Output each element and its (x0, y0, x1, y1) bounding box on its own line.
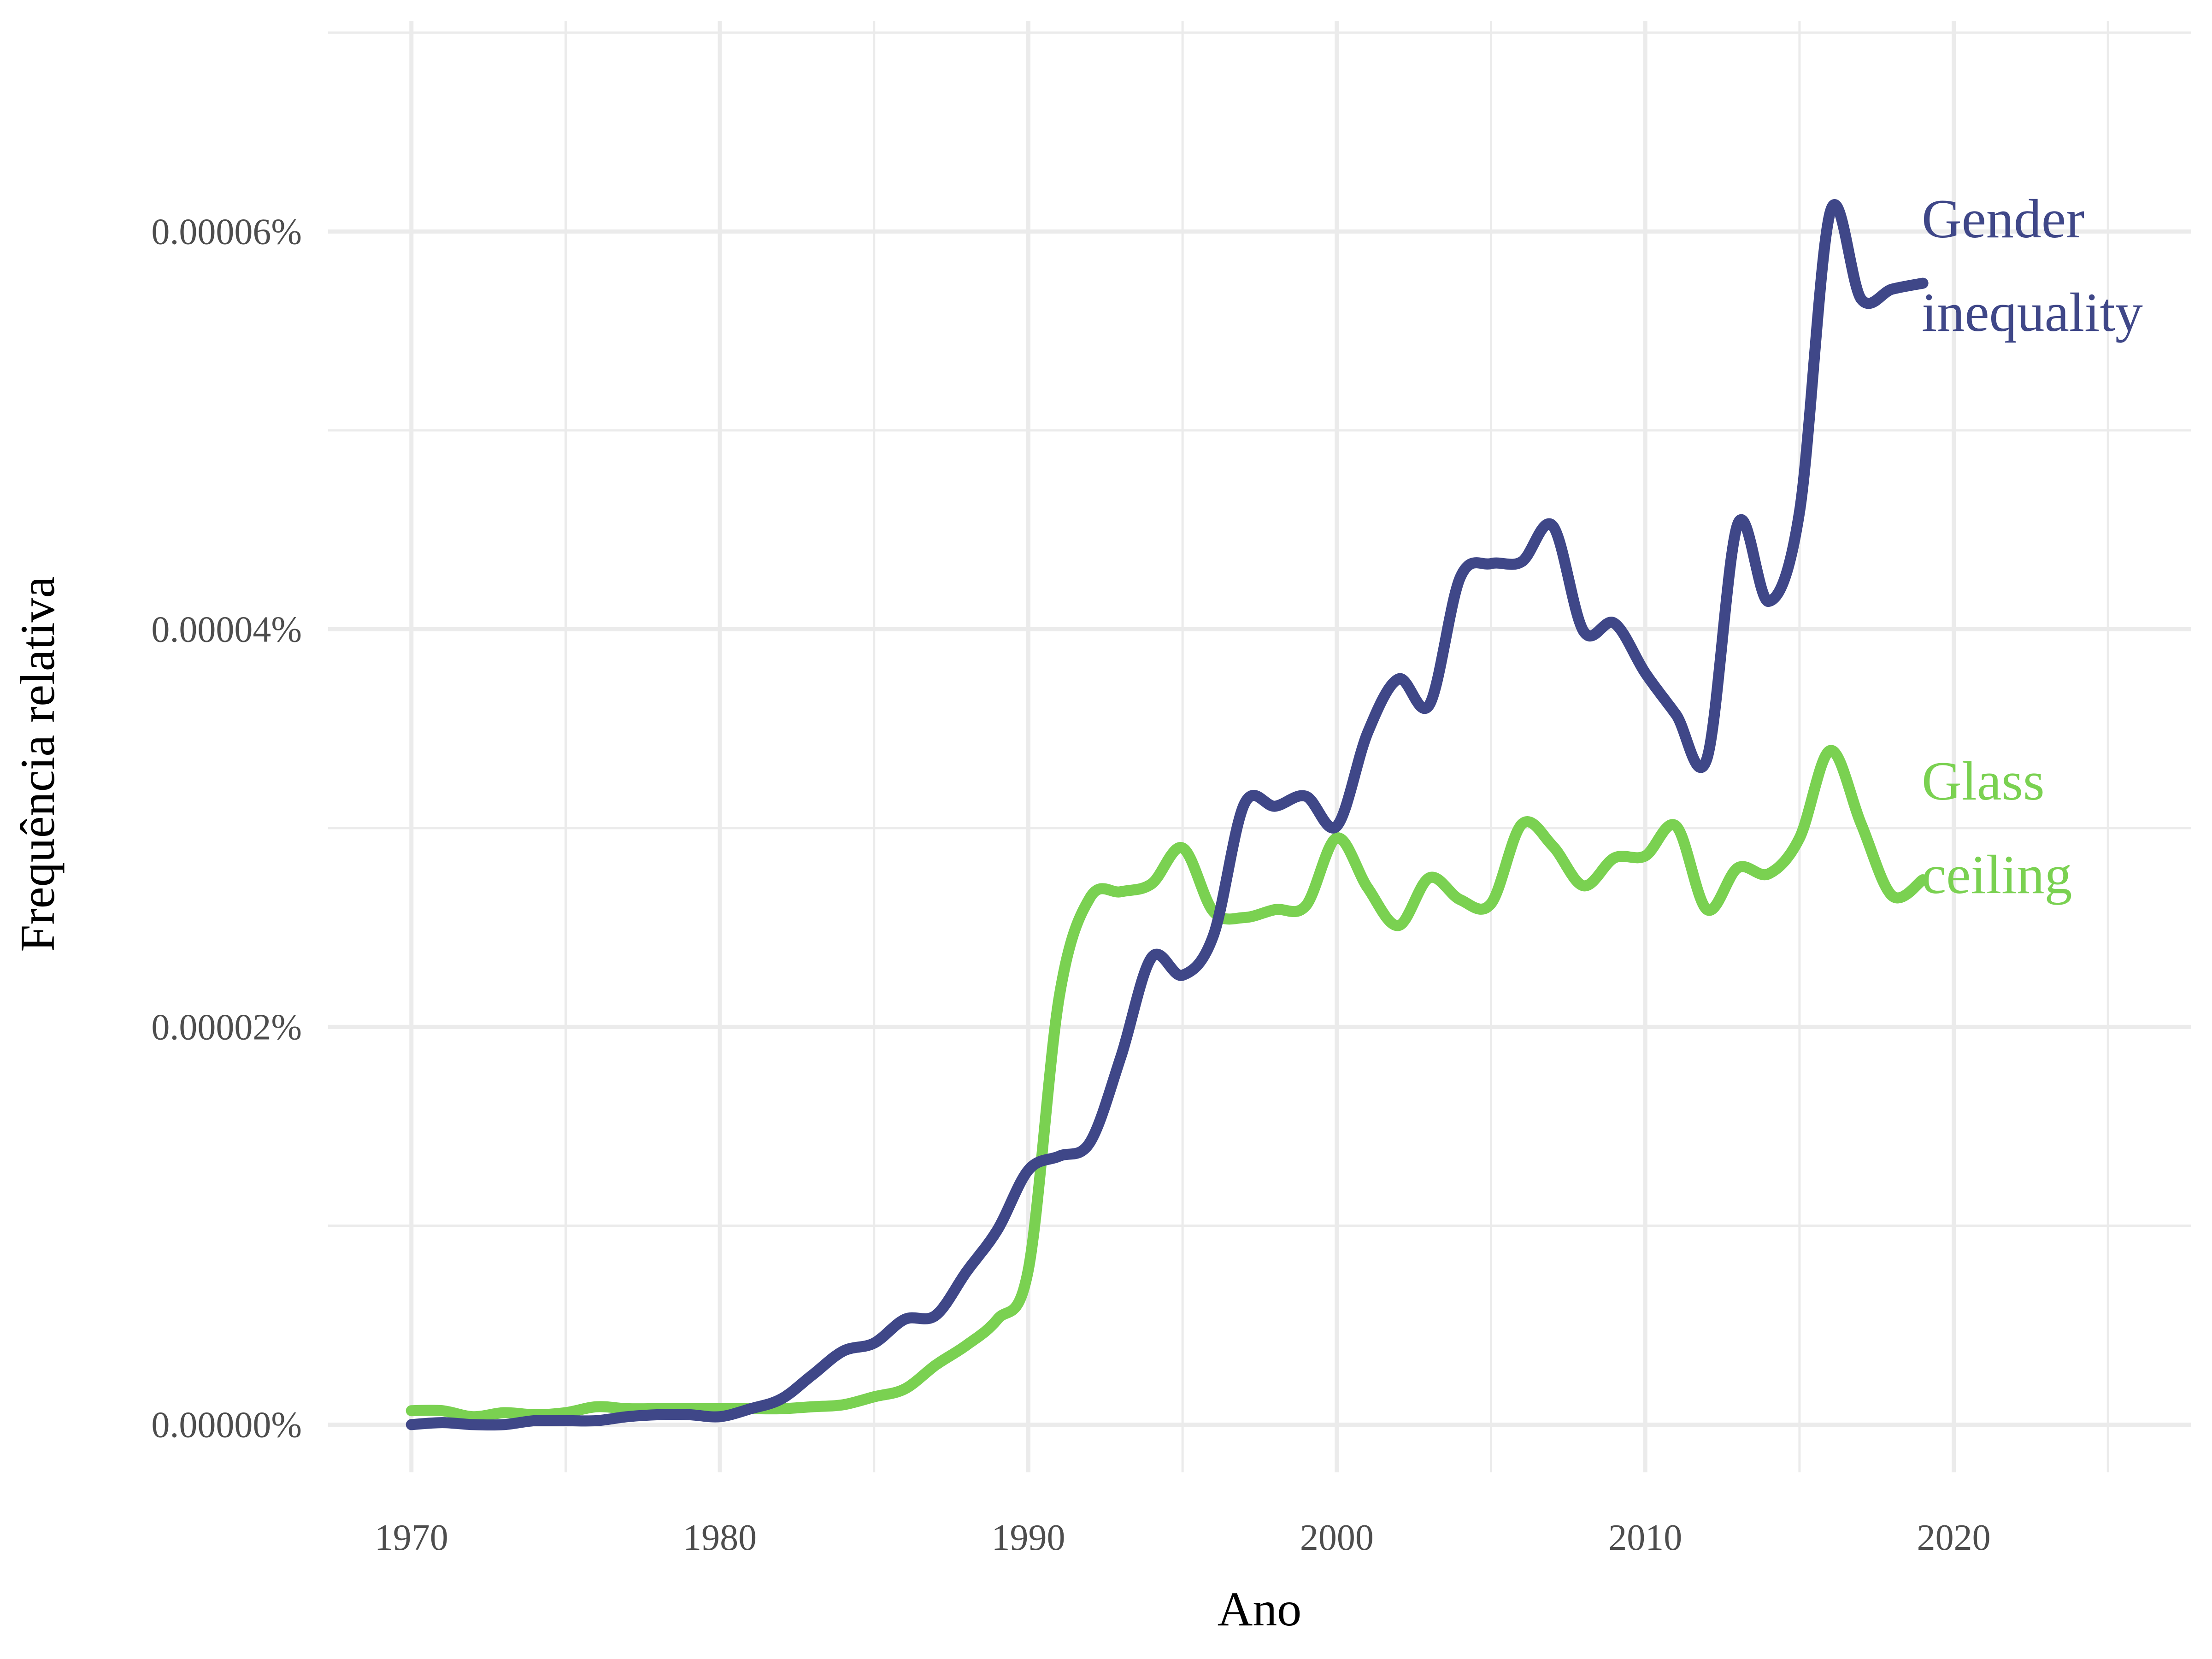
x-axis-title: Ano (1218, 1582, 1302, 1636)
x-tick-label: 1980 (683, 1518, 757, 1558)
glass-ceiling-label-line2: ceiling (1922, 844, 2072, 905)
y-tick-labels: 0.00000% 0.00002% 0.00004% 0.00006% (151, 212, 302, 1445)
y-tick-label: 0.00002% (151, 1007, 302, 1047)
y-tick-label: 0.00004% (151, 609, 302, 650)
series-labels: Gender inequality Glass ceiling (1922, 188, 2143, 905)
y-axis-title: Frequência relativa (11, 576, 65, 952)
x-tick-label: 2000 (1300, 1518, 1374, 1558)
gender-inequality-label-line2: inequality (1922, 282, 2143, 343)
glass-ceiling-line (406, 745, 1929, 1423)
major-y-gridlines (328, 229, 2191, 1427)
y-tick-label: 0.00000% (151, 1405, 302, 1445)
gender-inequality-label-line1: Gender (1922, 188, 2084, 249)
minor-x-gridlines (564, 21, 2109, 1472)
x-tick-label: 1990 (991, 1518, 1065, 1558)
x-tick-label: 2020 (1917, 1518, 1991, 1558)
x-tick-label: 2010 (1608, 1518, 1682, 1558)
x-tick-labels: 1970 1980 1990 2000 2010 2020 (375, 1518, 1991, 1558)
x-tick-label: 1970 (375, 1518, 448, 1558)
minor-y-gridlines (328, 31, 2191, 1227)
y-tick-label: 0.00006% (151, 212, 302, 252)
gender-inequality-line (406, 199, 1929, 1431)
major-x-gridlines (409, 21, 1956, 1472)
series-lines (406, 199, 1929, 1431)
glass-ceiling-label-line1: Glass (1922, 750, 2045, 812)
